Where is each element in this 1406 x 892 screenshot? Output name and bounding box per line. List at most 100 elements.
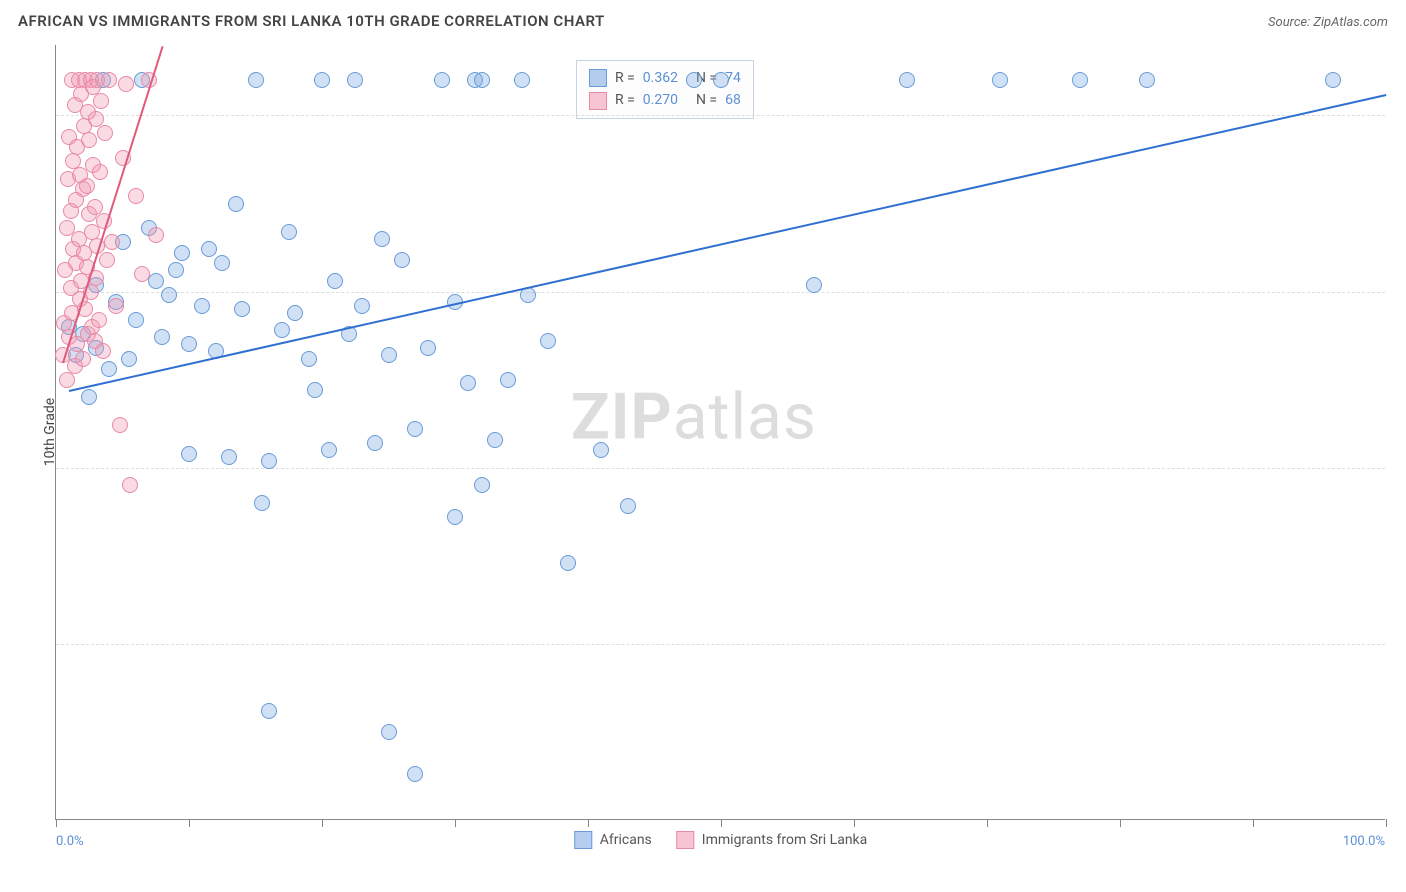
data-point <box>460 375 476 391</box>
stat-r-label: R = <box>615 67 635 89</box>
data-point <box>686 72 702 88</box>
stat-r-value: 0.270 <box>643 89 678 111</box>
series-swatch <box>589 92 607 110</box>
stats-row: R = 0.270 N = 68 <box>589 89 741 111</box>
data-point <box>122 477 138 493</box>
data-point <box>97 125 113 141</box>
data-point <box>194 298 210 314</box>
data-point <box>474 72 490 88</box>
data-point <box>248 72 264 88</box>
data-point <box>92 164 108 180</box>
data-point <box>104 234 120 250</box>
data-point <box>112 417 128 433</box>
data-point <box>500 372 516 388</box>
header-bar: AFRICAN VS IMMIGRANTS FROM SRI LANKA 10T… <box>18 12 1388 30</box>
data-point <box>214 255 230 271</box>
data-point <box>254 495 270 511</box>
data-point <box>134 266 150 282</box>
data-point <box>1139 72 1155 88</box>
x-tick <box>56 819 57 827</box>
gridline <box>56 292 1385 293</box>
data-point <box>99 252 115 268</box>
stats-legend-box: R = 0.362N = 74R = 0.270N = 68 <box>576 60 754 119</box>
data-point <box>327 273 343 289</box>
x-tick <box>588 819 589 827</box>
chart-title: AFRICAN VS IMMIGRANTS FROM SRI LANKA 10T… <box>18 12 605 30</box>
data-point <box>407 766 423 782</box>
data-point <box>287 305 303 321</box>
data-point <box>434 72 450 88</box>
legend-item: Immigrants from Sri Lanka <box>676 831 867 849</box>
data-point <box>261 453 277 469</box>
watermark-bold: ZIP <box>571 379 673 454</box>
data-point <box>95 343 111 359</box>
x-tick <box>455 819 456 827</box>
stat-n-value: 68 <box>725 89 741 111</box>
data-point <box>161 287 177 303</box>
source-attribution: Source: ZipAtlas.com <box>1268 15 1388 30</box>
data-point <box>108 298 124 314</box>
data-point <box>181 336 197 352</box>
x-axis-min-label: 0.0% <box>56 834 84 849</box>
stat-n-label: N = <box>696 89 717 111</box>
gridline <box>56 115 1385 116</box>
data-point <box>540 333 556 349</box>
data-point <box>59 372 75 388</box>
data-point <box>381 347 397 363</box>
stat-r-label: R = <box>615 89 635 111</box>
y-axis-title: 10th Grade <box>42 398 58 466</box>
y-tick-label: 85.0% <box>1395 636 1406 651</box>
data-point <box>314 72 330 88</box>
watermark-text: ZIPatlas <box>571 379 817 454</box>
x-tick <box>987 819 988 827</box>
legend-swatch <box>676 831 694 849</box>
y-tick-label: 90.0% <box>1395 460 1406 475</box>
data-point <box>81 132 97 148</box>
y-tick-label: 100.0% <box>1395 108 1406 123</box>
data-point <box>91 312 107 328</box>
data-point <box>514 72 530 88</box>
data-point <box>374 231 390 247</box>
data-point <box>181 446 197 462</box>
data-point <box>101 361 117 377</box>
data-point <box>301 351 317 367</box>
data-point <box>79 178 95 194</box>
stat-r-value: 0.362 <box>643 67 678 89</box>
data-point <box>201 241 217 257</box>
data-point <box>992 72 1008 88</box>
data-point <box>174 245 190 261</box>
x-tick <box>322 819 323 827</box>
data-point <box>274 322 290 338</box>
gridline <box>56 644 1385 645</box>
data-point <box>806 277 822 293</box>
data-point <box>321 442 337 458</box>
data-point <box>1325 72 1341 88</box>
watermark-light: atlas <box>673 379 817 454</box>
data-point <box>81 389 97 405</box>
data-point <box>899 72 915 88</box>
data-point <box>154 329 170 345</box>
data-point <box>420 340 436 356</box>
trend-line <box>69 94 1386 392</box>
data-point <box>121 351 137 367</box>
series-swatch <box>589 69 607 87</box>
data-point <box>381 724 397 740</box>
data-point <box>128 188 144 204</box>
data-point <box>101 72 117 88</box>
data-point <box>394 252 410 268</box>
scatter-chart: 10th Grade ZIPatlas 0.0% 100.0% R = 0.36… <box>55 45 1385 820</box>
y-tick-label: 95.0% <box>1395 284 1406 299</box>
data-point <box>487 432 503 448</box>
data-point <box>148 227 164 243</box>
data-point <box>93 93 109 109</box>
data-point <box>593 442 609 458</box>
gridline <box>56 468 1385 469</box>
x-axis-max-label: 100.0% <box>1343 834 1385 849</box>
data-point <box>307 382 323 398</box>
x-tick <box>1253 819 1254 827</box>
x-tick <box>854 819 855 827</box>
data-point <box>128 312 144 328</box>
legend-swatch <box>574 831 592 849</box>
x-tick <box>1386 819 1387 827</box>
data-point <box>560 555 576 571</box>
